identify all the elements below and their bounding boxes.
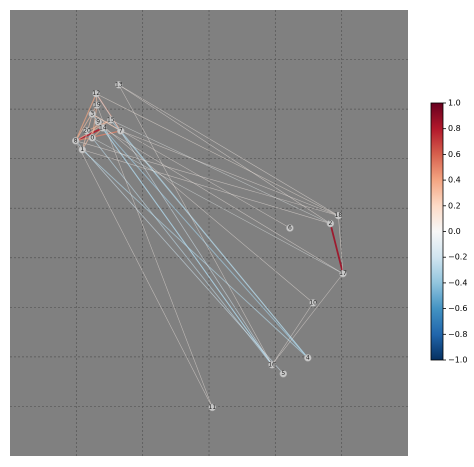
node <box>339 269 347 278</box>
node <box>92 89 100 98</box>
edge <box>75 93 97 142</box>
node-label: 0 <box>90 134 94 141</box>
edge <box>118 84 331 224</box>
node-label: 20 <box>83 127 91 134</box>
edge <box>120 130 339 216</box>
plot-area <box>10 10 408 456</box>
colorbar-tick-label: 0.2 <box>448 201 461 210</box>
edge <box>271 302 314 365</box>
edge <box>81 149 309 359</box>
node-label: 12 <box>92 90 100 97</box>
edge <box>110 119 309 359</box>
edge <box>91 113 273 366</box>
edge <box>98 121 314 304</box>
node-label: 1 <box>80 146 84 153</box>
node-label: 16 <box>268 361 276 368</box>
edge <box>271 273 344 365</box>
node-label: 15 <box>107 117 115 124</box>
node <box>334 211 343 220</box>
node-label: 8 <box>74 137 78 144</box>
node-label: 7 <box>119 127 123 134</box>
node-label: 11 <box>208 404 216 411</box>
node <box>115 81 123 89</box>
colorbar-tick-label: 0.0 <box>448 227 461 236</box>
colorbar-tick-label: −0.8 <box>448 330 467 339</box>
colorbar-tick-label: 0.4 <box>448 176 461 185</box>
colorbar-tick-label: 0.8 <box>448 124 461 133</box>
edge <box>102 127 344 274</box>
colorbar-tick-label: −0.4 <box>448 278 467 287</box>
node-label: 19 <box>93 102 101 109</box>
node-label: 3 <box>90 111 94 118</box>
node <box>286 224 294 232</box>
edge <box>96 93 339 216</box>
node <box>279 369 288 378</box>
colorbar-tick-label: 1.0 <box>448 99 461 108</box>
node <box>107 116 115 124</box>
node-label: 18 <box>335 212 343 219</box>
node-label: 4 <box>306 354 310 361</box>
edge <box>92 137 344 274</box>
node <box>83 127 91 135</box>
node <box>88 134 97 142</box>
edge <box>75 140 339 216</box>
node <box>309 299 317 307</box>
node-label: 9 <box>96 118 100 125</box>
node <box>99 124 107 132</box>
node <box>326 219 335 228</box>
edge <box>329 223 344 274</box>
edge <box>75 119 112 142</box>
colorbar-tick-label: 0.6 <box>448 150 461 159</box>
edge <box>338 215 344 274</box>
node <box>88 110 97 118</box>
node-label: 14 <box>99 124 107 131</box>
edge <box>118 84 273 365</box>
node <box>94 118 102 126</box>
edge <box>92 113 291 229</box>
node-label: 5 <box>281 370 285 377</box>
colorbar <box>430 102 444 361</box>
node <box>208 403 217 412</box>
node <box>71 137 80 145</box>
edge <box>118 84 339 216</box>
node <box>268 361 276 369</box>
edge <box>75 130 121 142</box>
node-label: 2 <box>328 220 332 227</box>
edge <box>82 149 331 224</box>
colorbar-tick-label: −0.6 <box>448 304 467 313</box>
node <box>78 145 87 154</box>
node <box>304 354 312 362</box>
edge <box>96 105 213 408</box>
node-label: 6 <box>288 225 292 232</box>
edge <box>75 140 213 408</box>
edge <box>95 93 273 366</box>
colorbar-tick-label: −1.0 <box>448 356 467 365</box>
node-label: 13 <box>115 81 123 88</box>
colorbar-tick-label: −0.2 <box>448 253 467 262</box>
node-label: 10 <box>309 299 317 306</box>
node <box>93 101 101 109</box>
node <box>117 127 125 135</box>
edge <box>75 140 284 375</box>
node-label: 17 <box>339 270 347 277</box>
